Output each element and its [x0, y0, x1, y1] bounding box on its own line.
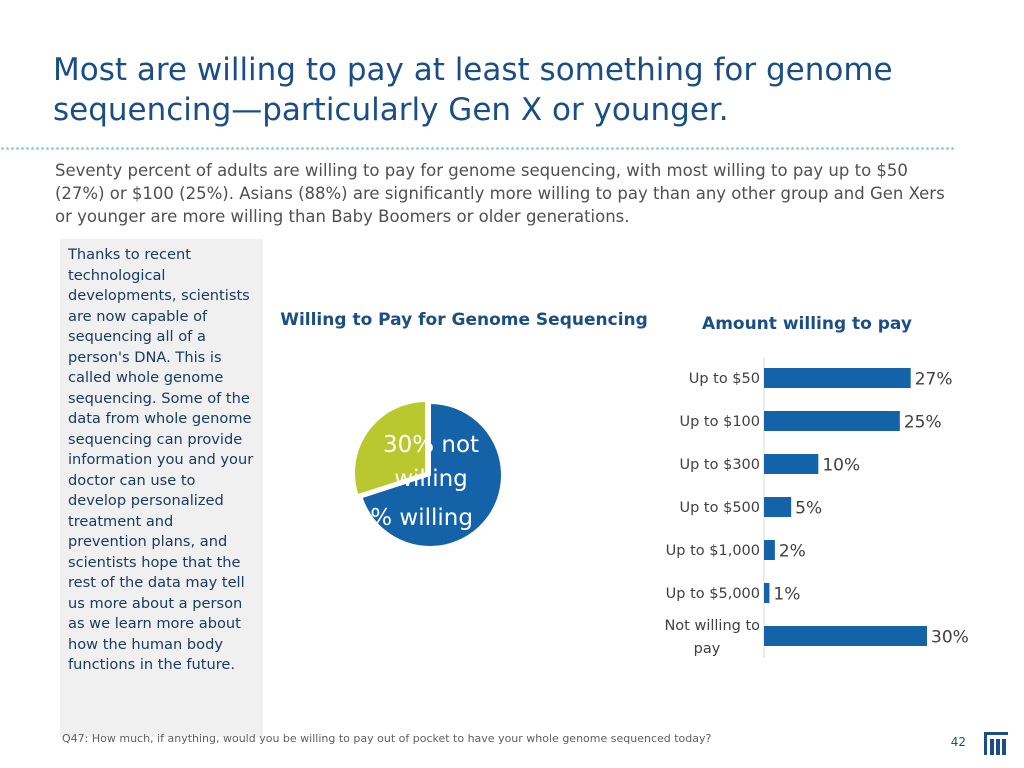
bar-value-label: 27%: [915, 370, 953, 390]
bar-value-label: 5%: [795, 499, 822, 519]
pie-label-willing: 70% willing: [341, 505, 473, 531]
bar: [764, 411, 900, 431]
bar: [764, 583, 770, 603]
bar: [764, 626, 927, 646]
bar-category-label: Not willing to pay: [664, 618, 760, 657]
bar-category-label: Up to $50: [689, 371, 760, 387]
bar: [764, 497, 792, 517]
bar-value-label: 10%: [822, 456, 860, 476]
page-number: 42: [950, 735, 966, 749]
pie-slice: [360, 401, 503, 548]
bar-category-label: Up to $500: [680, 500, 761, 516]
company-logo-icon: [984, 732, 1008, 755]
bar: [764, 454, 819, 474]
bar-category-line: Not willing to: [664, 618, 760, 634]
title-line-2: sequencing—particularly Gen X or younger…: [53, 92, 729, 128]
bar-category-line: Up to $50: [689, 371, 760, 387]
footnote: Q47: How much, if anything, would you be…: [62, 732, 712, 745]
dotted-divider: [0, 146, 956, 151]
title-line-1: Most are willing to pay at least somethi…: [53, 52, 893, 88]
pie-chart-title: Willing to Pay for Genome Sequencing: [280, 310, 648, 330]
bar-category-label: Up to $100: [680, 414, 761, 430]
bar-value-label: 30%: [931, 628, 969, 648]
slide-subtitle: Seventy percent of adults are willing to…: [55, 161, 945, 226]
bar-category-line: pay: [694, 641, 721, 657]
pie-chart: Willing to Pay for Genome Sequencing 70% …: [280, 310, 648, 548]
bar-category-line: Up to $300: [680, 457, 761, 473]
pie-label-line: 30% not: [383, 432, 479, 458]
bar-value-label: 1%: [773, 585, 800, 605]
pie-slice: [353, 399, 427, 497]
pie-label-not-willing: 30% not willing: [383, 432, 479, 492]
bar-chart: Amount willing to pay 27% Up to $50 25% Up t…: [664, 314, 969, 658]
bar-category-line: Up to $1,000: [666, 543, 760, 559]
bar-chart-title: Amount willing to pay: [702, 314, 912, 334]
bar: [764, 540, 775, 560]
bar-value-label: 2%: [779, 542, 806, 562]
bar-category-line: Up to $500: [680, 500, 761, 516]
sidebar-callout: Thanks to recent technological developme…: [60, 239, 263, 737]
pie-label-line: willing: [394, 466, 468, 492]
bar-category-line: Up to $5,000: [666, 586, 760, 602]
bar-category-label: Up to $1,000: [666, 543, 760, 559]
bar-value-label: 25%: [904, 413, 942, 433]
sidebar-text: Thanks to recent technological developme…: [68, 246, 254, 673]
bar-category-label: Up to $300: [680, 457, 761, 473]
bar-category-line: Up to $100: [680, 414, 761, 430]
bar-category-label: Up to $5,000: [666, 586, 760, 602]
bar: [764, 368, 911, 388]
slide-title: Most are willing to pay at least somethi…: [53, 50, 993, 130]
